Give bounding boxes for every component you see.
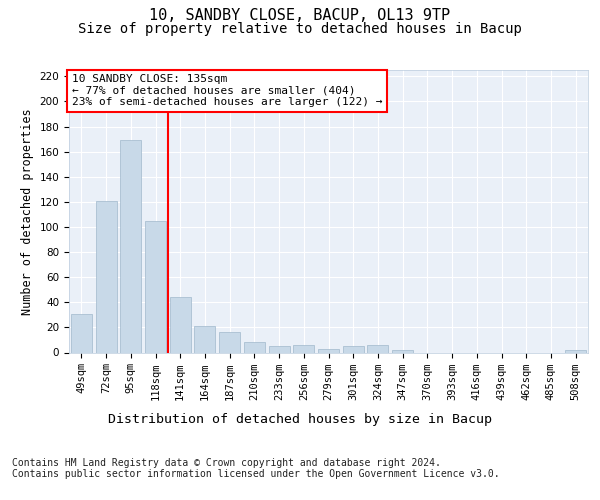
Bar — [95, 200, 116, 352]
Text: Size of property relative to detached houses in Bacup: Size of property relative to detached ho… — [78, 22, 522, 36]
Bar — [392, 350, 413, 352]
Bar — [219, 332, 240, 352]
Bar — [293, 345, 314, 352]
Bar — [269, 346, 290, 352]
Bar — [244, 342, 265, 352]
Y-axis label: Number of detached properties: Number of detached properties — [21, 108, 34, 314]
Text: 10 SANDBY CLOSE: 135sqm
← 77% of detached houses are smaller (404)
23% of semi-d: 10 SANDBY CLOSE: 135sqm ← 77% of detache… — [71, 74, 382, 108]
Bar — [170, 298, 191, 352]
Bar — [194, 326, 215, 352]
Text: Distribution of detached houses by size in Bacup: Distribution of detached houses by size … — [108, 412, 492, 426]
Bar — [565, 350, 586, 352]
Bar — [120, 140, 141, 352]
Text: 10, SANDBY CLOSE, BACUP, OL13 9TP: 10, SANDBY CLOSE, BACUP, OL13 9TP — [149, 8, 451, 22]
Bar — [71, 314, 92, 352]
Bar — [343, 346, 364, 352]
Bar — [367, 345, 388, 352]
Bar — [318, 348, 339, 352]
Bar — [145, 220, 166, 352]
Text: Contains HM Land Registry data © Crown copyright and database right 2024.
Contai: Contains HM Land Registry data © Crown c… — [12, 458, 500, 479]
